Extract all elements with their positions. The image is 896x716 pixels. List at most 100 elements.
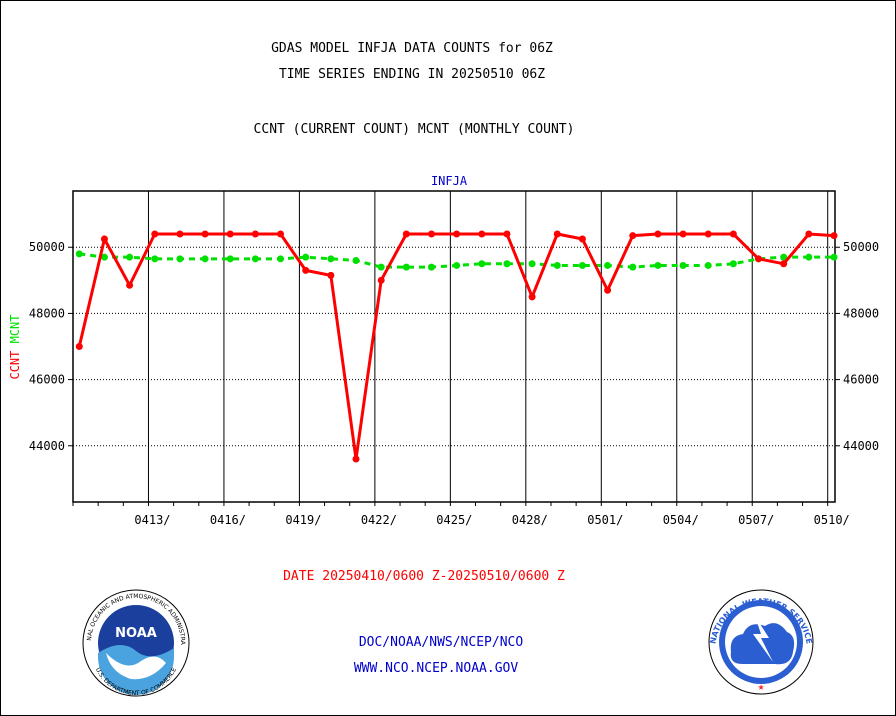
- mcnt-point: [327, 255, 335, 263]
- mcnt-point: [251, 255, 259, 263]
- mcnt-point: [528, 260, 536, 268]
- mcnt-point: [277, 255, 285, 263]
- noaa-logo-text: NOAA: [115, 626, 157, 641]
- ccnt-point: [402, 230, 410, 238]
- ccnt-point: [75, 343, 83, 350]
- y-tick-labels-right: 44000 46000 48000 50000: [843, 240, 879, 453]
- mcnt-point: [503, 260, 511, 268]
- horizontal-gridlines: [73, 246, 835, 447]
- y-tick-label-right: 44000: [843, 439, 879, 453]
- ccnt-point: [176, 230, 184, 238]
- mcnt-point: [100, 253, 108, 261]
- ccnt-point: [780, 260, 788, 268]
- mcnt-point: [302, 253, 310, 261]
- ccnt-point: [830, 232, 838, 240]
- ccnt-point: [478, 230, 486, 238]
- x-tick-label: 0428/: [512, 513, 548, 527]
- vertical-gridlines: [147, 191, 829, 502]
- ccnt-point: [755, 255, 763, 263]
- y-axis-label-ccnt: CCNT: [8, 351, 22, 380]
- chart-subtitle: TIME SERIES ENDING IN 20250510 06Z: [279, 67, 545, 82]
- y-tick-labels-left: 44000 46000 48000 50000: [29, 240, 65, 453]
- nws-star-icon: ★: [758, 680, 765, 693]
- ccnt-point: [503, 230, 511, 238]
- x-tick-label: 0504/: [663, 513, 699, 527]
- nws-logo: NATIONAL WEATHER SERVICE ★: [708, 589, 814, 695]
- x-tick-label: 0507/: [738, 513, 774, 527]
- legend-description: CCNT (CURRENT COUNT) MCNT (MONTHLY COUNT…: [254, 122, 575, 137]
- mcnt-point: [226, 255, 234, 263]
- x-tick-label: 0416/: [210, 513, 246, 527]
- y-axis-label: CCNT MCNT: [8, 314, 22, 379]
- ccnt-point: [100, 235, 108, 243]
- ccnt-point: [151, 230, 159, 238]
- x-tick-label: 0422/: [361, 513, 397, 527]
- ccnt-point: [302, 266, 310, 274]
- chart-title: GDAS MODEL INFJA DATA COUNTS for 06Z: [271, 41, 553, 56]
- y-tick-label-left: 44000: [29, 439, 65, 453]
- mcnt-point: [427, 263, 435, 271]
- mcnt-point: [654, 261, 662, 269]
- mcnt-point: [75, 250, 83, 258]
- plot-frame: [72, 190, 836, 503]
- y-axis-label-mcnt: MCNT: [8, 314, 22, 343]
- mcnt-point: [629, 263, 637, 271]
- org-label: DOC/NOAA/NWS/NCEP/NCO: [359, 635, 524, 650]
- ccnt-point: [679, 230, 687, 238]
- ccnt-point: [553, 230, 561, 238]
- ccnt-point: [251, 230, 259, 238]
- ccnt-point: [427, 230, 435, 238]
- x-tick-labels: 0413/0416/0419/0422/0425/0428/0501/0504/…: [134, 513, 849, 527]
- ccnt-point: [327, 271, 335, 279]
- y-tick-label-left: 48000: [29, 306, 65, 320]
- ccnt-point: [578, 235, 586, 243]
- mcnt-point: [201, 255, 209, 263]
- ccnt-point: [453, 230, 461, 238]
- x-tick-label: 0501/: [587, 513, 623, 527]
- x-tick-label: 0425/: [436, 513, 472, 527]
- ccnt-point: [629, 232, 637, 240]
- mcnt-point: [704, 261, 712, 269]
- mcnt-point: [553, 261, 561, 269]
- mcnt-point: [352, 256, 360, 264]
- ccnt-point: [654, 230, 662, 238]
- x-tick-label: 0413/: [134, 513, 170, 527]
- website-link[interactable]: WWW.NCO.NCEP.NOAA.GOV: [354, 661, 519, 676]
- mcnt-point: [151, 255, 159, 263]
- series-mcnt: [75, 250, 838, 271]
- mcnt-point: [402, 263, 410, 271]
- mcnt-point: [780, 253, 788, 261]
- axis-ticks: [68, 246, 840, 506]
- series-ccnt: [75, 230, 838, 463]
- mcnt-point: [478, 260, 486, 268]
- y-axis-label-gap: [8, 343, 22, 350]
- y-tick-label-left: 46000: [29, 373, 65, 387]
- mcnt-point: [453, 261, 461, 269]
- mcnt-point: [578, 261, 586, 269]
- x-tick-label: 0510/: [814, 513, 850, 527]
- x-tick-label: 0419/: [285, 513, 321, 527]
- mcnt-point: [176, 255, 184, 263]
- y-tick-label-right: 48000: [843, 306, 879, 320]
- mcnt-point: [830, 253, 838, 261]
- mcnt-point: [805, 253, 813, 261]
- ccnt-point: [704, 230, 712, 238]
- mcnt-point: [377, 263, 385, 271]
- ccnt-point: [729, 230, 737, 238]
- noaa-logo: NOAA NATIONAL OCEANIC AND ATMOSPHERIC AD…: [82, 589, 190, 697]
- ccnt-point: [201, 230, 209, 238]
- y-tick-label-left: 50000: [29, 240, 65, 254]
- ccnt-point: [352, 455, 360, 463]
- ccnt-point: [528, 293, 536, 301]
- ccnt-point: [226, 230, 234, 238]
- mcnt-point: [604, 261, 612, 269]
- mcnt-point: [679, 261, 687, 269]
- y-tick-label-right: 50000: [843, 240, 879, 254]
- y-tick-label-right: 46000: [843, 373, 879, 387]
- ccnt-point: [277, 230, 285, 238]
- mcnt-point: [729, 260, 737, 268]
- mcnt-point: [126, 253, 134, 261]
- ccnt-point: [126, 281, 134, 289]
